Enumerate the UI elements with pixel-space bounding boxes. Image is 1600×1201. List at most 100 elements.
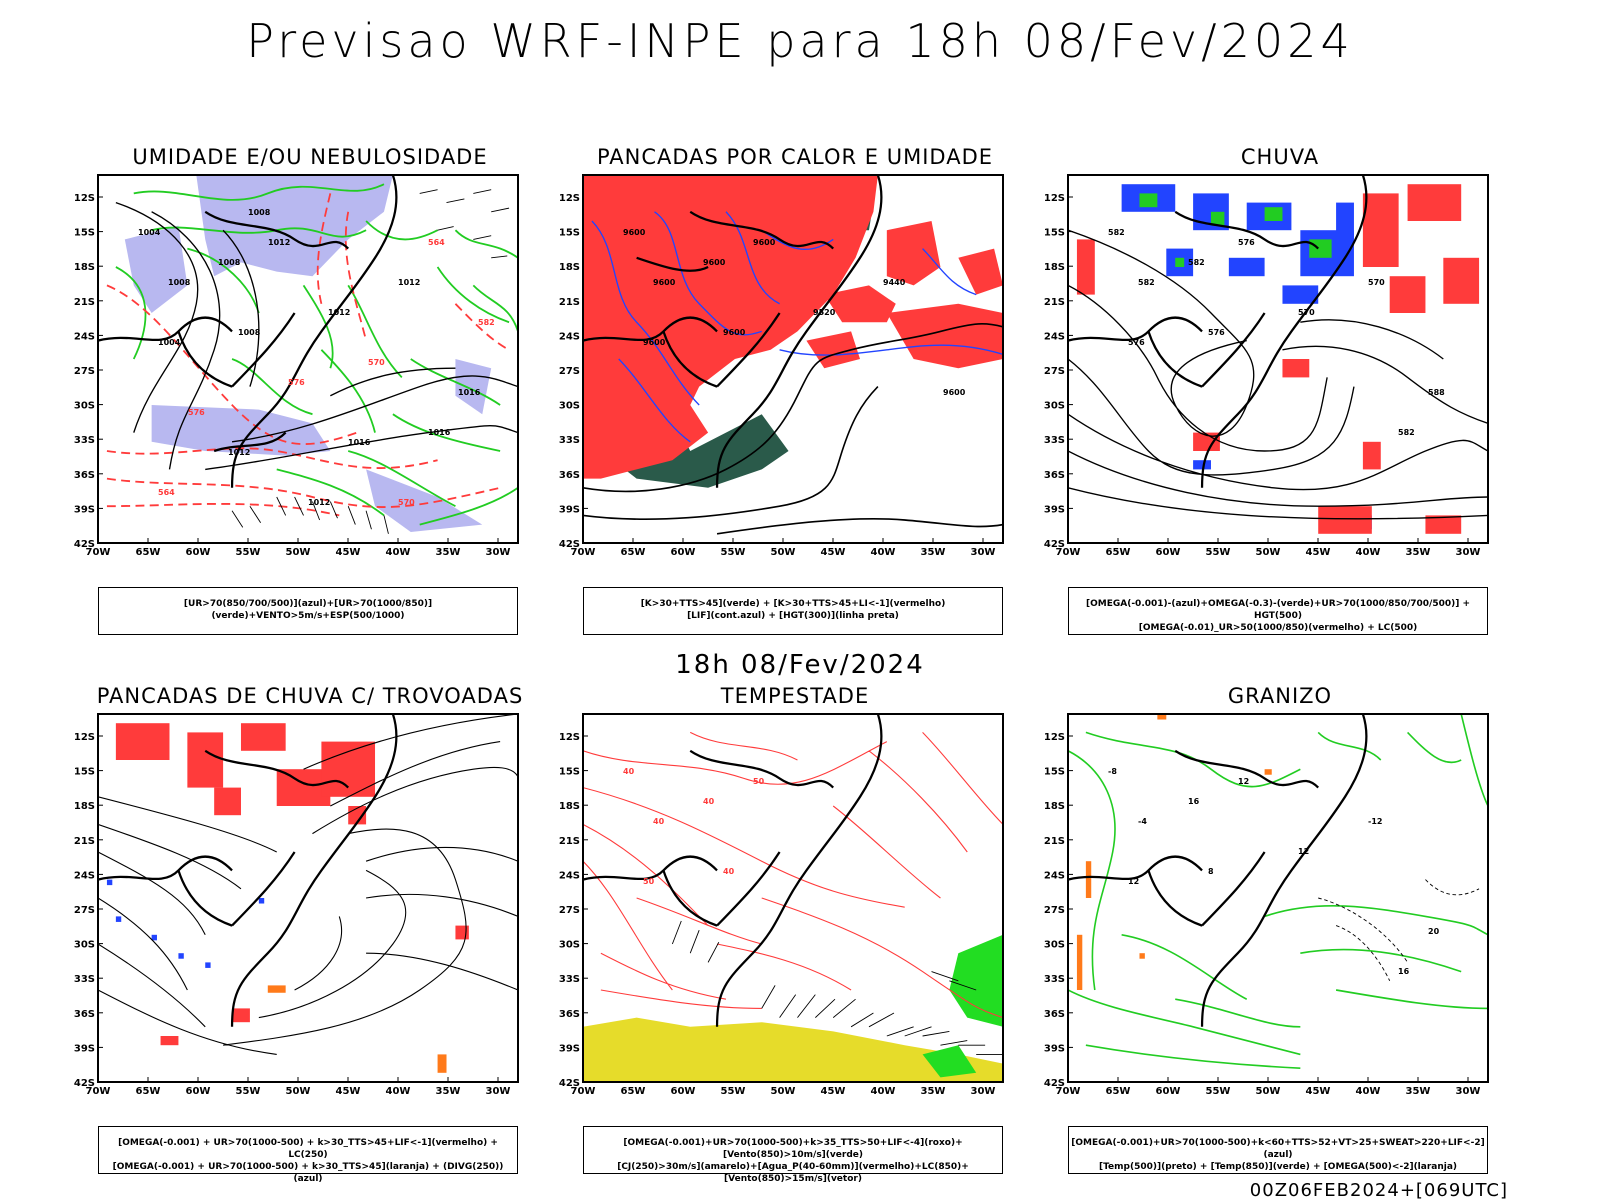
temp850-green <box>1068 714 1488 1070</box>
panel-chuva: CHUVA 12S 15S 18S 21S 24S 27S 30S 33S 36S 39S 42S 7… <box>1040 145 1520 635</box>
pancadas-calor-fields <box>583 175 1003 535</box>
lon-tick-label: 70W <box>571 547 596 558</box>
lat-tick-label: 21S <box>559 297 580 308</box>
contour-label: 1012 <box>398 278 420 287</box>
lon-tick-label: 40W <box>1356 547 1381 558</box>
contour-label: 582 <box>1398 428 1415 437</box>
omega-blue-patches <box>1121 184 1372 530</box>
lat-tick-label: 24S <box>1044 870 1065 881</box>
unstable-red-sea-2 <box>824 285 896 323</box>
coastline-3 <box>1068 175 1368 488</box>
contour-label: 1012 <box>228 448 250 457</box>
contour-label: 9600 <box>703 258 726 267</box>
lat-tick-label: 18S <box>1044 262 1065 273</box>
contour-label: 570 <box>1298 308 1315 317</box>
lat-tick-label: 33S <box>1044 974 1065 985</box>
lat-tick-label: 18S <box>559 262 580 273</box>
panel-tempestade: TEMPESTADE 12S 15S 18S 21S 24S 27S 30S 33S 36S 39… <box>555 684 1035 1184</box>
lon-tick-label: 50W <box>771 1086 796 1097</box>
lon-tick-label: 30W <box>971 1086 996 1097</box>
lat-tick-label: 15S <box>74 767 95 778</box>
lat-tick-label: 36S <box>1044 470 1065 481</box>
convection-orange <box>267 985 447 1073</box>
lat-tick-label: 33S <box>74 435 95 446</box>
granizo-fields <box>1068 714 1488 1070</box>
lon-tick-label: 30W <box>1456 1086 1481 1097</box>
lon-tick-label: 65W <box>136 1086 161 1097</box>
unstable-red-sea-5 <box>958 248 1003 295</box>
contour-label: 12 <box>1128 877 1139 886</box>
rh-upper-blue-3 <box>151 405 331 456</box>
lon-tick-label: 60W <box>1156 547 1181 558</box>
lon-tick-label: 55W <box>1206 547 1231 558</box>
lon-tick-label: 60W <box>671 1086 696 1097</box>
lon-tick-label: 65W <box>1106 1086 1131 1097</box>
lon-tick-label: 45W <box>336 1086 361 1097</box>
omega-red-patches <box>1076 184 1480 534</box>
lat-tick-label: 42S <box>74 539 95 550</box>
lon-tick-label: 55W <box>1206 1086 1231 1097</box>
lon-tick-label: 55W <box>236 1086 261 1097</box>
wind-green-2 <box>922 1045 977 1078</box>
contour-label: 1008 <box>218 258 241 267</box>
contour-label: 1008 <box>238 328 261 337</box>
legend-line: [OMEGA(-0.001)-(azul)+OMEGA(-0.3)-(verde… <box>1085 599 1471 621</box>
lon-tick-label: 50W <box>1256 547 1281 558</box>
contour-label: 40 <box>623 767 635 776</box>
lat-tick-label: 18S <box>559 801 580 812</box>
lon-tick-label: 70W <box>86 547 111 558</box>
lon-tick-label: 40W <box>386 547 411 558</box>
lat-tick-label: 39S <box>1044 1043 1065 1054</box>
lat-tick-label: 12S <box>1044 193 1065 204</box>
panel-title-pancadas-calor: PANCADAS POR CALOR E UMIDADE <box>596 145 994 169</box>
lat-tick-label: 12S <box>1044 732 1065 743</box>
contour-label: 8 <box>1208 867 1214 876</box>
panel-granizo: GRANIZO 12S 15S 18S 21S 24S 27S 30S 33S 36S 39S 42… <box>1040 684 1520 1174</box>
contour-label: 582 <box>1108 228 1125 237</box>
lon-tick-label: 40W <box>871 1086 896 1097</box>
lat-tick-label: 42S <box>1044 539 1065 550</box>
lon-tick-label: 45W <box>1306 547 1331 558</box>
lat-tick-label: 30S <box>1044 940 1065 951</box>
coastline-2 <box>583 175 883 488</box>
lat-tick-label: 24S <box>1044 331 1065 342</box>
coastline-4 <box>98 714 398 1027</box>
lon-tick-label: 60W <box>1156 1086 1181 1097</box>
map-frame <box>582 713 1004 1083</box>
lon-tick-label: 35W <box>436 1086 461 1097</box>
lon-tick-label: 50W <box>1256 1086 1281 1097</box>
contour-label: 1008 <box>168 278 191 287</box>
contour-label: 582 <box>1188 258 1205 267</box>
lat-tick-label: 27S <box>1044 366 1065 377</box>
lat-tick-label: 18S <box>74 262 95 273</box>
lon-tick-label: 40W <box>1356 1086 1381 1097</box>
contour-label: 1016 <box>348 438 371 447</box>
wind-green <box>949 934 1003 1027</box>
contour-label: 50 <box>753 777 765 786</box>
lon-tick-label: 45W <box>821 1086 846 1097</box>
lon-tick-label: 35W <box>921 547 946 558</box>
lat-tick-label: 15S <box>1044 228 1065 239</box>
lif-blue <box>591 211 1003 443</box>
lon-tick-label: 45W <box>1306 1086 1331 1097</box>
panel-title-tempestade: TEMPESTADE <box>720 684 870 708</box>
panel-pancadas-calor: PANCADAS POR CALOR E UMIDADE 12S 15S 18S 21… <box>555 145 1035 635</box>
contour-label: 576 <box>1208 328 1225 337</box>
omega-green-patches <box>1139 193 1332 267</box>
lon-tick-label: 40W <box>386 1086 411 1097</box>
legend-line: [OMEGA(-0.001) + UR>70(1000-500) + k>30_… <box>118 1138 498 1160</box>
lat-tick-label: 36S <box>559 1009 580 1020</box>
map-frame <box>1067 174 1489 544</box>
contour-label: 570 <box>368 358 385 367</box>
lon-tick-label: 50W <box>771 547 796 558</box>
contour-label: 40 <box>723 867 735 876</box>
contour-label: 9600 <box>623 228 646 237</box>
contour-label: 564 <box>428 238 445 247</box>
lon-tick-label: 55W <box>721 547 746 558</box>
map-frame <box>97 713 519 1083</box>
umidade-fields <box>98 175 518 534</box>
lon-tick-label: 30W <box>971 547 996 558</box>
lat-tick-label: 21S <box>1044 836 1065 847</box>
